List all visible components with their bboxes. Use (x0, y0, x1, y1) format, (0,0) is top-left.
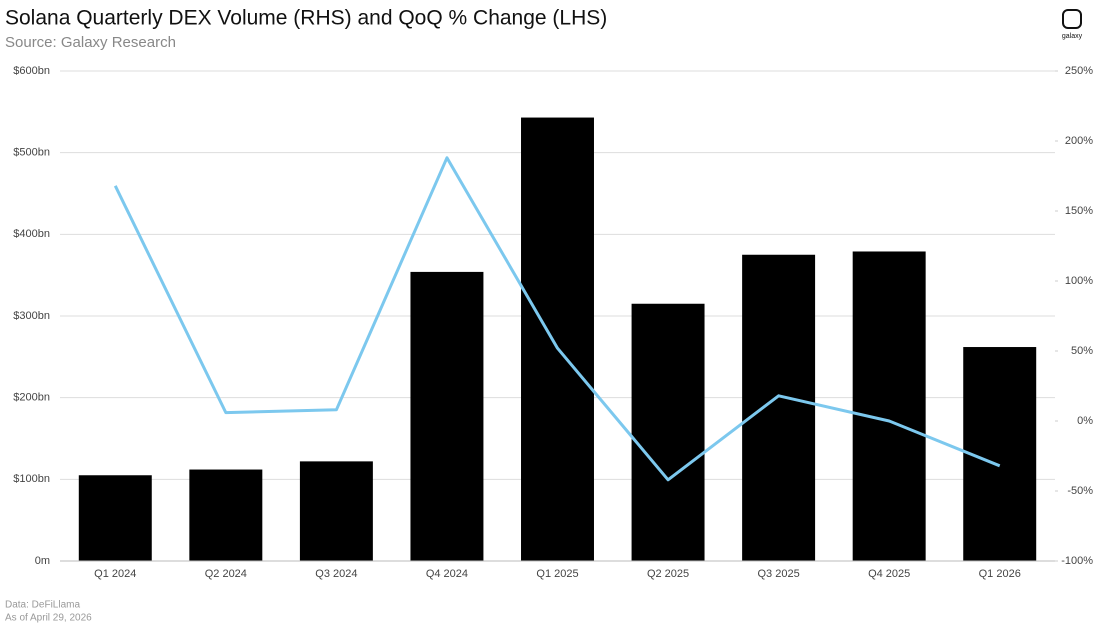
x-tick-label: Q1 2025 (536, 568, 578, 580)
y2-tick-label: 200% (1065, 135, 1093, 147)
y2-tick-label: 0% (1077, 415, 1093, 427)
x-tick-label: Q3 2024 (315, 568, 357, 580)
chart-subtitle: Source: Galaxy Research (5, 34, 176, 51)
y-tick-label: $500bn (13, 147, 50, 159)
x-tick-label: Q2 2024 (205, 568, 247, 580)
bar (631, 303, 705, 561)
y2-tick-label: 50% (1071, 345, 1093, 357)
y2-tick-label: 150% (1065, 205, 1093, 217)
bar (852, 251, 926, 561)
x-tick-label: Q1 2024 (94, 568, 136, 580)
logo-text: galaxy (1062, 33, 1083, 40)
note: As of April 29, 2026 (5, 613, 92, 624)
x-tick-label: Q2 2025 (647, 568, 689, 580)
y-tick-label: $200bn (13, 392, 50, 404)
y2-tick-label: -50% (1067, 485, 1093, 497)
line (113, 156, 1001, 482)
bar (521, 117, 594, 562)
y2-tick-label: -100% (1061, 555, 1093, 567)
bar (963, 347, 1037, 561)
x-tick-label: Q3 2025 (758, 568, 800, 580)
bar (189, 469, 263, 561)
y-tick-label: $400bn (13, 228, 50, 240)
y2-tick-label: 250% (1065, 65, 1093, 77)
x-tick-label: Q1 2026 (979, 568, 1021, 580)
bar (78, 475, 152, 561)
y-tick-label: $600bn (13, 65, 50, 77)
bar (299, 461, 373, 561)
note: Data: DeFiLlama (5, 600, 80, 611)
bar (742, 254, 816, 561)
x-tick-label: Q4 2025 (868, 568, 910, 580)
chart-title: Solana Quarterly DEX Volume (RHS) and Qo… (5, 7, 607, 30)
y-tick-label: $300bn (13, 310, 50, 322)
bar (410, 271, 484, 561)
y2-tick-label: 100% (1065, 275, 1093, 287)
x-tick-label: Q4 2024 (426, 568, 468, 580)
y-tick-label: $100bn (13, 473, 50, 485)
y-tick-label: 0m (35, 555, 50, 567)
logo-icon (1062, 9, 1082, 29)
